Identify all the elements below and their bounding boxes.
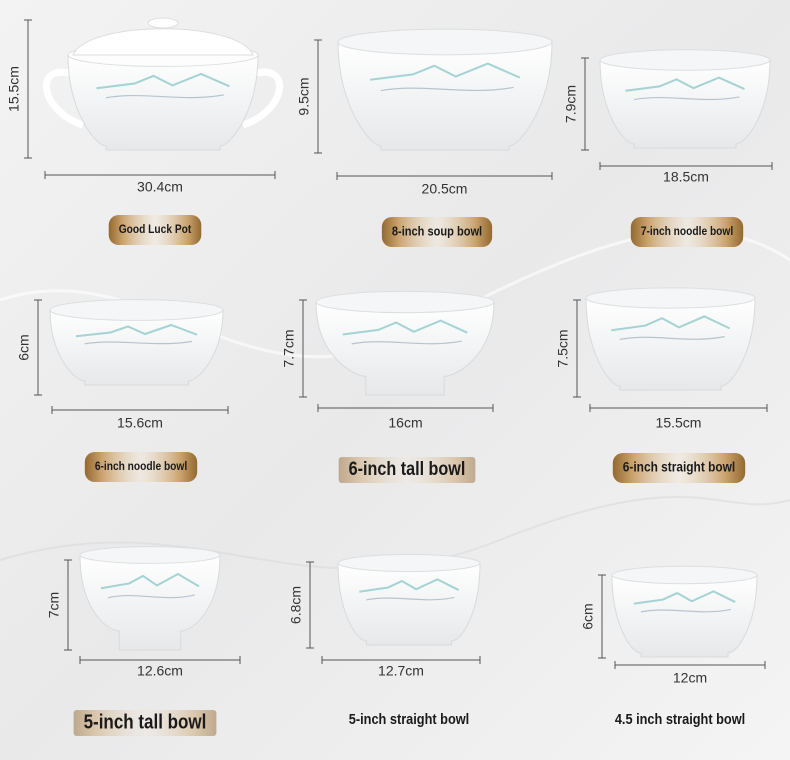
bowl-body (611, 574, 758, 658)
height-label: 7cm (46, 592, 62, 618)
painting (100, 572, 200, 590)
height-label: 15.5cm (6, 66, 22, 112)
bowl-body (585, 297, 756, 391)
handle (241, 68, 283, 129)
product-name: 6-inch tall bowl (349, 459, 466, 480)
bowl-rim (611, 565, 758, 585)
product: 9.5cm 20.5cm 8-inch soup bowl (296, 28, 553, 247)
product: 7cm 12.6cm 5-inch tall bowl (46, 546, 241, 736)
painting (107, 594, 195, 599)
bowl-rim (49, 299, 224, 321)
product: 15.5cm 30.4cm Good Luck Pot (6, 17, 283, 245)
label-background (630, 217, 744, 247)
width-label: 15.6cm (117, 415, 163, 431)
painting (625, 76, 745, 92)
width-label: 20.5cm (422, 181, 468, 197)
label-background (84, 452, 198, 482)
product-name: 8-inch soup bowl (392, 223, 482, 238)
painting (369, 62, 521, 81)
bowl-body (49, 309, 224, 386)
product: 7.7cm 16cm 6-inch tall bowl (281, 290, 495, 483)
product-name: 7-inch noodle bowl (641, 224, 733, 238)
painting (75, 323, 198, 338)
bowl-body (337, 562, 481, 646)
painting (96, 72, 230, 90)
bowl-rim (337, 553, 481, 573)
label-background (381, 217, 493, 247)
product: 7.9cm 18.5cm 7-inch noodle bowl (563, 49, 773, 247)
label-background (108, 215, 202, 245)
height-label: 7.7cm (281, 329, 297, 367)
width-label: 12.7cm (378, 663, 424, 679)
painting (105, 94, 224, 99)
height-label: 7.5cm (555, 329, 571, 367)
lid-knob (147, 17, 179, 29)
painting (342, 319, 468, 336)
label-background (73, 710, 217, 736)
height-label: 9.5cm (296, 77, 312, 115)
product-name: 6-inch straight bowl (623, 459, 735, 475)
width-label: 15.5cm (656, 415, 702, 431)
product-name: 5-inch straight bowl (349, 711, 469, 728)
product: 6.8cm 12.7cm 5-inch straight bowl (288, 553, 481, 728)
handle (43, 68, 85, 129)
painting (619, 336, 725, 340)
product: 6cm 12cm 4.5 inch straight bowl (580, 565, 766, 728)
label-background (612, 453, 746, 483)
lid (72, 28, 254, 56)
painting (640, 608, 732, 613)
bowl-rim (79, 546, 221, 564)
label-background (338, 457, 476, 483)
painting (84, 340, 192, 345)
product-name: 4.5 inch straight bowl (615, 711, 745, 728)
product-name: 6-inch noodle bowl (95, 459, 187, 473)
height-label: 7.9cm (563, 85, 579, 123)
painting (633, 590, 736, 605)
bowl-body (337, 41, 553, 151)
painting (359, 578, 460, 593)
bowl-rim (585, 287, 756, 309)
width-label: 12.6cm (137, 663, 183, 679)
bowl-body (599, 59, 771, 149)
marble-vein (0, 495, 790, 570)
product: 7.5cm 15.5cm 6-inch straight bowl (555, 287, 768, 483)
painting (380, 86, 514, 92)
width-label: 12cm (673, 670, 707, 686)
width-label: 18.5cm (663, 169, 709, 185)
painting (366, 596, 455, 601)
product: 6cm 15.6cm 6-inch noodle bowl (16, 299, 229, 482)
bowl-body (67, 54, 259, 151)
product-name: 5-inch tall bowl (84, 711, 207, 733)
bowl-rim (599, 49, 771, 71)
bowl-rim (315, 290, 495, 314)
height-label: 6cm (16, 334, 32, 360)
width-label: 30.4cm (137, 179, 183, 195)
height-label: 6cm (580, 603, 596, 629)
width-label: 16cm (388, 415, 422, 431)
product-name: Good Luck Pot (119, 222, 192, 236)
height-label: 6.8cm (288, 586, 304, 624)
painting (351, 340, 463, 345)
bowl-rim (337, 28, 553, 56)
painting (633, 96, 740, 101)
painting (611, 315, 731, 332)
